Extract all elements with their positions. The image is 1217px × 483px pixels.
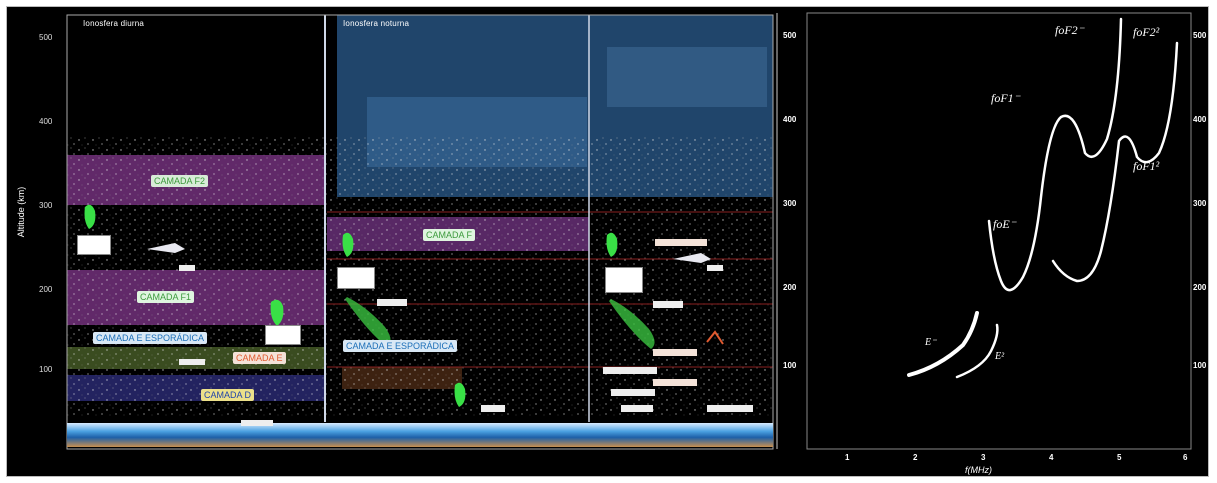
annotation-tag [653,349,697,356]
altitude-tick: 100 [39,365,53,374]
annotation-tag [377,299,407,306]
curve-e-night [955,323,999,379]
frequency-tick: 2 [913,453,918,462]
annotation-tag [653,379,697,386]
annotation-tag [481,405,505,412]
curve-label-fof2-night: foF2² [1133,25,1160,39]
aurora-icon [270,299,284,326]
ionogram-left-tick: 400 [783,115,797,124]
layer-label-f2: CAMADA F2 [151,175,209,187]
aurora-icon [606,232,618,257]
rocket-trail [706,330,724,345]
layer-label-d: CAMADA D [201,389,255,401]
annotation-box [77,235,111,255]
curve-f-night [1051,41,1179,283]
left-pane-border [66,14,774,450]
frequency-tick: 1 [845,453,850,462]
aurora-streak [345,297,391,347]
aurora-streak [609,299,655,349]
ionogram-plot [776,12,1192,450]
annotation-tag [611,389,655,396]
annotation-tag [653,301,683,308]
layer-label-f1: CAMADA F1 [137,291,195,303]
ionogram-left-tick: 100 [783,361,797,370]
annotation-tag [241,420,273,426]
layer-label-e-sporadic: CAMADA E ESPORÁDICA [93,332,208,344]
annotation-box [605,267,643,293]
annotation-box [265,325,301,345]
aurora-icon [84,204,96,229]
curve-label-fof2-day: foF2⁻ [1055,23,1084,37]
annotation-tag [179,359,205,365]
curve-f1-day [987,17,1123,292]
pane-title-day: Ionosfera diurna [83,19,145,28]
ionogram-left-tick: 500 [783,31,797,40]
ionogram-right-tick: 300 [1193,199,1207,208]
annotation-tag [179,265,195,271]
ionogram-left-tick: 300 [783,199,797,208]
curve-e-day [907,311,979,377]
ionogram-right-tick: 400 [1193,115,1207,124]
aurora-icon [342,232,354,257]
frequency-tick: 5 [1117,453,1122,462]
frequency-axis-label: f(MHz) [965,465,992,475]
earth-surface [67,423,773,447]
ionogram-right-tick: 200 [1193,283,1207,292]
aurora-icon [454,382,466,407]
annotation-tag [655,239,707,246]
curve-label-foe: foE⁻ [993,217,1016,231]
altitude-tick: 200 [39,285,53,294]
annotation-box [337,267,375,289]
ionogram-curves [907,17,1179,379]
annotation-tag [621,405,653,412]
ionogram-right-tick: 500 [1193,31,1207,40]
altitude-tick: 500 [39,33,53,42]
ionogram-plot-area [806,12,1192,450]
ionogram-left-tick: 200 [783,283,797,292]
space-shuttle-icon [673,253,711,263]
figure-frame: Ionosfera diurna Ionosfera noturna Altit… [6,6,1209,477]
annotation-tag [707,405,753,412]
curve-label-fof1-day: foF1⁻ [991,91,1020,105]
altitude-tick: 300 [39,201,53,210]
curve-label-e-night: E² [995,351,1005,362]
ionogram-right-tick: 100 [1193,361,1207,370]
space-shuttle-icon [147,243,185,253]
curve-label-e-day: E⁻ [925,337,937,348]
annotation-tag [603,367,657,374]
frequency-tick: 6 [1183,453,1188,462]
frequency-tick: 4 [1049,453,1054,462]
altitude-tick: 400 [39,117,53,126]
layer-label-f-night: CAMADA F [423,229,476,241]
night-sky-block [607,47,767,107]
annotation-tag [707,265,723,271]
pane-title-night: Ionosfera noturna [343,19,410,28]
curve-label-fof1-night: foF1² [1133,159,1160,173]
frequency-tick: 3 [981,453,986,462]
layer-label-e-sporadic-night: CAMADA E ESPORÁDICA [343,340,458,352]
layer-label-e: CAMADA E [233,352,286,364]
